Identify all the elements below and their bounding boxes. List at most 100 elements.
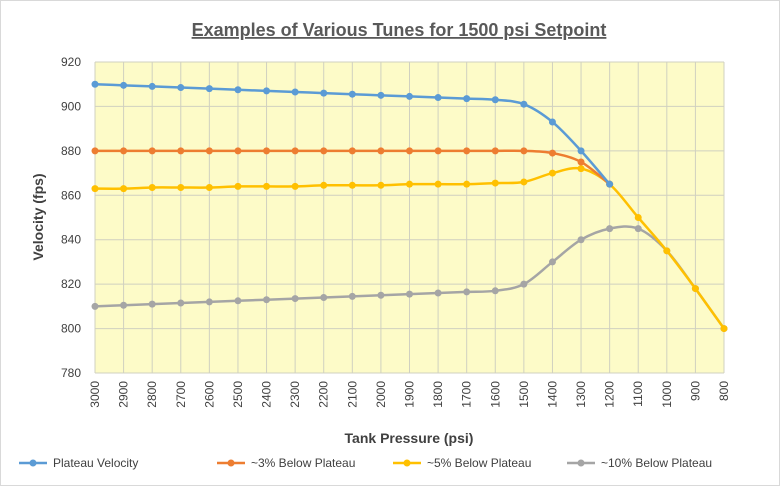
legend-item: ~10% Below Plateau xyxy=(567,456,712,470)
series-layer xyxy=(91,80,728,333)
data-point xyxy=(663,247,671,255)
data-point xyxy=(577,158,585,166)
x-tick-label: 2000 xyxy=(374,381,388,408)
data-point xyxy=(548,118,556,126)
data-point xyxy=(120,81,128,89)
data-point xyxy=(634,225,642,233)
x-tick-label: 2100 xyxy=(345,381,359,408)
y-tick-label: 880 xyxy=(61,144,81,158)
legend: Plateau Velocity ~3% Below Plateau ~5% Bel… xyxy=(19,456,712,470)
x-tick-label: 2500 xyxy=(231,381,245,408)
x-tick-label: 3000 xyxy=(88,381,102,408)
data-point xyxy=(520,100,528,108)
legend-label: Plateau Velocity xyxy=(53,456,138,470)
data-point xyxy=(348,181,356,189)
series-1 xyxy=(91,147,614,188)
data-point xyxy=(548,258,556,266)
x-tick-label: 1400 xyxy=(545,381,559,408)
data-point xyxy=(148,184,156,192)
x-tick-label: 1800 xyxy=(431,381,445,408)
data-point xyxy=(263,296,271,304)
data-point xyxy=(377,291,385,299)
data-point xyxy=(205,298,213,306)
data-point xyxy=(548,169,556,177)
data-point xyxy=(120,185,128,193)
data-point xyxy=(577,147,585,155)
data-point xyxy=(291,88,299,96)
data-point xyxy=(434,180,442,188)
data-point xyxy=(520,178,528,186)
legend-marker xyxy=(227,459,235,467)
x-tick-label: 900 xyxy=(688,381,702,401)
data-point xyxy=(234,147,242,155)
data-point xyxy=(291,295,299,303)
legend-label: ~10% Below Plateau xyxy=(601,456,712,470)
x-tick-label: 2400 xyxy=(260,381,274,408)
data-point xyxy=(291,182,299,190)
x-tick-label: 1900 xyxy=(403,381,417,408)
y-tick-label: 780 xyxy=(61,366,81,380)
data-point xyxy=(691,285,699,293)
y-tick-label: 920 xyxy=(61,55,81,69)
data-point xyxy=(406,92,413,100)
data-point xyxy=(491,287,499,295)
data-point xyxy=(263,182,271,190)
data-point xyxy=(377,91,385,99)
data-point xyxy=(234,182,242,190)
data-point xyxy=(434,147,442,155)
data-point xyxy=(234,86,242,94)
x-tick-label: 2300 xyxy=(288,381,302,408)
data-point xyxy=(91,147,99,155)
data-point xyxy=(320,181,328,189)
data-point xyxy=(177,147,185,155)
y-tick-label: 840 xyxy=(61,233,81,247)
data-point xyxy=(263,87,271,95)
legend-label: ~5% Below Plateau xyxy=(427,456,531,470)
legend-item: ~3% Below Plateau xyxy=(217,456,355,470)
data-point xyxy=(406,290,413,298)
x-tick-label: 1100 xyxy=(631,381,645,407)
legend-item: ~5% Below Plateau xyxy=(393,456,531,470)
chart-title: Examples of Various Tunes for 1500 psi S… xyxy=(192,20,607,40)
data-point xyxy=(520,280,528,288)
data-point xyxy=(463,180,471,188)
x-tick-label: 1200 xyxy=(603,381,617,408)
data-point xyxy=(148,300,156,308)
legend-marker xyxy=(29,459,37,467)
data-point xyxy=(377,147,385,155)
data-point xyxy=(548,149,556,157)
legend-item: Plateau Velocity xyxy=(19,456,138,470)
gridlines xyxy=(94,61,725,374)
x-tick-label: 2800 xyxy=(145,381,159,408)
x-tick-label: 1700 xyxy=(460,381,474,408)
data-point xyxy=(320,89,328,97)
x-axis-title: Tank Pressure (psi) xyxy=(345,430,474,446)
data-point xyxy=(463,147,471,155)
data-point xyxy=(406,180,413,188)
data-point xyxy=(205,85,213,93)
data-point xyxy=(491,96,499,104)
series-0 xyxy=(91,80,614,188)
data-point xyxy=(205,147,213,155)
x-tick-label: 1500 xyxy=(517,381,531,408)
data-point xyxy=(177,184,185,192)
data-point xyxy=(491,179,499,187)
data-point xyxy=(91,80,99,88)
x-tick-label: 2900 xyxy=(117,381,131,408)
data-point xyxy=(434,94,442,102)
x-tick-label: 2200 xyxy=(317,381,331,408)
x-tick-label: 1600 xyxy=(488,381,502,408)
x-tick-label: 2700 xyxy=(174,381,188,408)
data-point xyxy=(520,147,528,155)
data-point xyxy=(577,236,585,244)
legend-marker xyxy=(577,459,585,467)
x-tick-label: 800 xyxy=(717,381,731,401)
y-axis-ticks: 780 800 820 840 860 880 900 920 xyxy=(61,55,81,380)
data-point xyxy=(577,165,585,173)
y-tick-label: 820 xyxy=(61,277,81,291)
data-point xyxy=(606,225,614,233)
data-point xyxy=(91,185,99,193)
data-point xyxy=(348,147,356,155)
